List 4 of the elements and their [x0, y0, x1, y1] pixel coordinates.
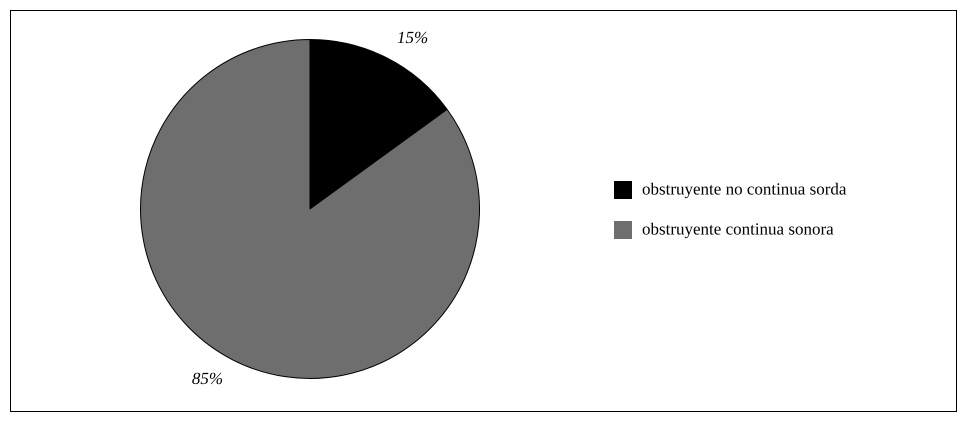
legend-label: obstruyente no continua sorda: [642, 179, 847, 198]
data-label: 15%: [396, 28, 428, 47]
data-label: 85%: [192, 369, 224, 388]
legend-label: obstruyente continua sonora: [642, 219, 834, 238]
